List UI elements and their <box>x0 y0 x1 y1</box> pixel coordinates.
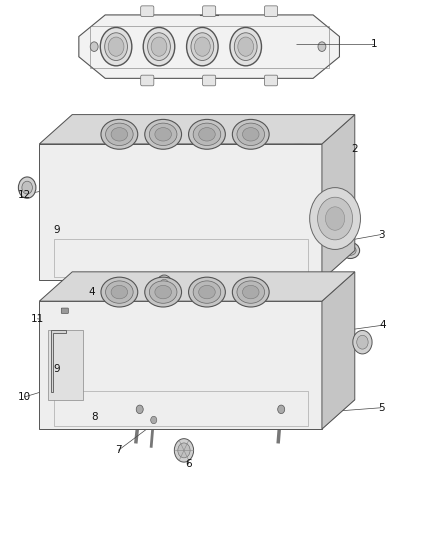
Polygon shape <box>51 330 66 392</box>
Ellipse shape <box>243 285 259 299</box>
Text: 5: 5 <box>378 403 385 413</box>
FancyBboxPatch shape <box>202 75 215 86</box>
Ellipse shape <box>237 281 265 303</box>
Polygon shape <box>322 115 355 280</box>
FancyBboxPatch shape <box>48 330 83 400</box>
Circle shape <box>310 188 360 249</box>
Ellipse shape <box>155 127 171 141</box>
Circle shape <box>136 405 143 414</box>
Circle shape <box>238 37 254 56</box>
Polygon shape <box>39 400 355 429</box>
Ellipse shape <box>155 285 171 299</box>
Circle shape <box>151 416 157 424</box>
Polygon shape <box>39 251 355 280</box>
Ellipse shape <box>111 127 127 141</box>
FancyBboxPatch shape <box>141 6 154 17</box>
Text: 4: 4 <box>88 287 95 296</box>
Ellipse shape <box>149 123 177 146</box>
Text: 9: 9 <box>53 225 60 235</box>
Circle shape <box>148 33 170 60</box>
Circle shape <box>105 33 127 60</box>
Polygon shape <box>39 301 322 429</box>
Circle shape <box>230 27 261 66</box>
Text: 10: 10 <box>18 392 31 402</box>
Ellipse shape <box>149 281 177 303</box>
Circle shape <box>156 275 172 294</box>
Polygon shape <box>79 15 339 78</box>
Circle shape <box>187 27 218 66</box>
Text: 9: 9 <box>53 364 60 374</box>
Circle shape <box>325 207 345 230</box>
Ellipse shape <box>199 127 215 141</box>
Text: 8: 8 <box>91 412 98 422</box>
Circle shape <box>353 330 372 354</box>
Polygon shape <box>39 272 355 301</box>
Ellipse shape <box>243 127 259 141</box>
Circle shape <box>22 181 32 194</box>
Ellipse shape <box>188 277 225 307</box>
Ellipse shape <box>232 119 269 149</box>
Polygon shape <box>39 144 322 280</box>
FancyBboxPatch shape <box>265 6 278 17</box>
Ellipse shape <box>101 277 138 307</box>
Text: 11: 11 <box>31 314 44 324</box>
Ellipse shape <box>188 119 225 149</box>
Circle shape <box>100 27 132 66</box>
Ellipse shape <box>145 277 181 307</box>
Circle shape <box>108 37 124 56</box>
Ellipse shape <box>106 281 133 303</box>
Circle shape <box>194 37 210 56</box>
Circle shape <box>174 439 194 462</box>
Text: 4: 4 <box>380 320 387 330</box>
Circle shape <box>234 33 257 60</box>
Circle shape <box>18 177 36 198</box>
Circle shape <box>160 279 169 290</box>
Polygon shape <box>39 115 355 144</box>
Polygon shape <box>39 115 72 280</box>
Circle shape <box>357 335 368 349</box>
Polygon shape <box>39 272 72 429</box>
Ellipse shape <box>237 123 265 146</box>
Circle shape <box>90 42 98 52</box>
Circle shape <box>151 37 167 56</box>
Ellipse shape <box>199 285 215 299</box>
Ellipse shape <box>193 123 221 146</box>
Text: 3: 3 <box>378 230 385 239</box>
Circle shape <box>143 27 175 66</box>
Text: 7: 7 <box>115 446 122 455</box>
Text: 12: 12 <box>18 190 31 199</box>
Ellipse shape <box>232 277 269 307</box>
Circle shape <box>318 42 326 52</box>
Ellipse shape <box>193 281 221 303</box>
Circle shape <box>318 197 353 240</box>
Ellipse shape <box>106 123 133 146</box>
Ellipse shape <box>341 243 360 259</box>
FancyBboxPatch shape <box>141 75 154 86</box>
Text: 2: 2 <box>351 144 358 154</box>
Ellipse shape <box>345 246 356 255</box>
FancyBboxPatch shape <box>61 308 68 313</box>
Ellipse shape <box>111 285 127 299</box>
Text: 6: 6 <box>185 459 192 469</box>
Circle shape <box>178 443 190 458</box>
FancyBboxPatch shape <box>202 6 215 17</box>
Circle shape <box>191 33 214 60</box>
Polygon shape <box>322 272 355 429</box>
FancyBboxPatch shape <box>265 75 278 86</box>
Circle shape <box>278 405 285 414</box>
Text: 1: 1 <box>371 39 378 49</box>
Ellipse shape <box>101 119 138 149</box>
Ellipse shape <box>145 119 181 149</box>
